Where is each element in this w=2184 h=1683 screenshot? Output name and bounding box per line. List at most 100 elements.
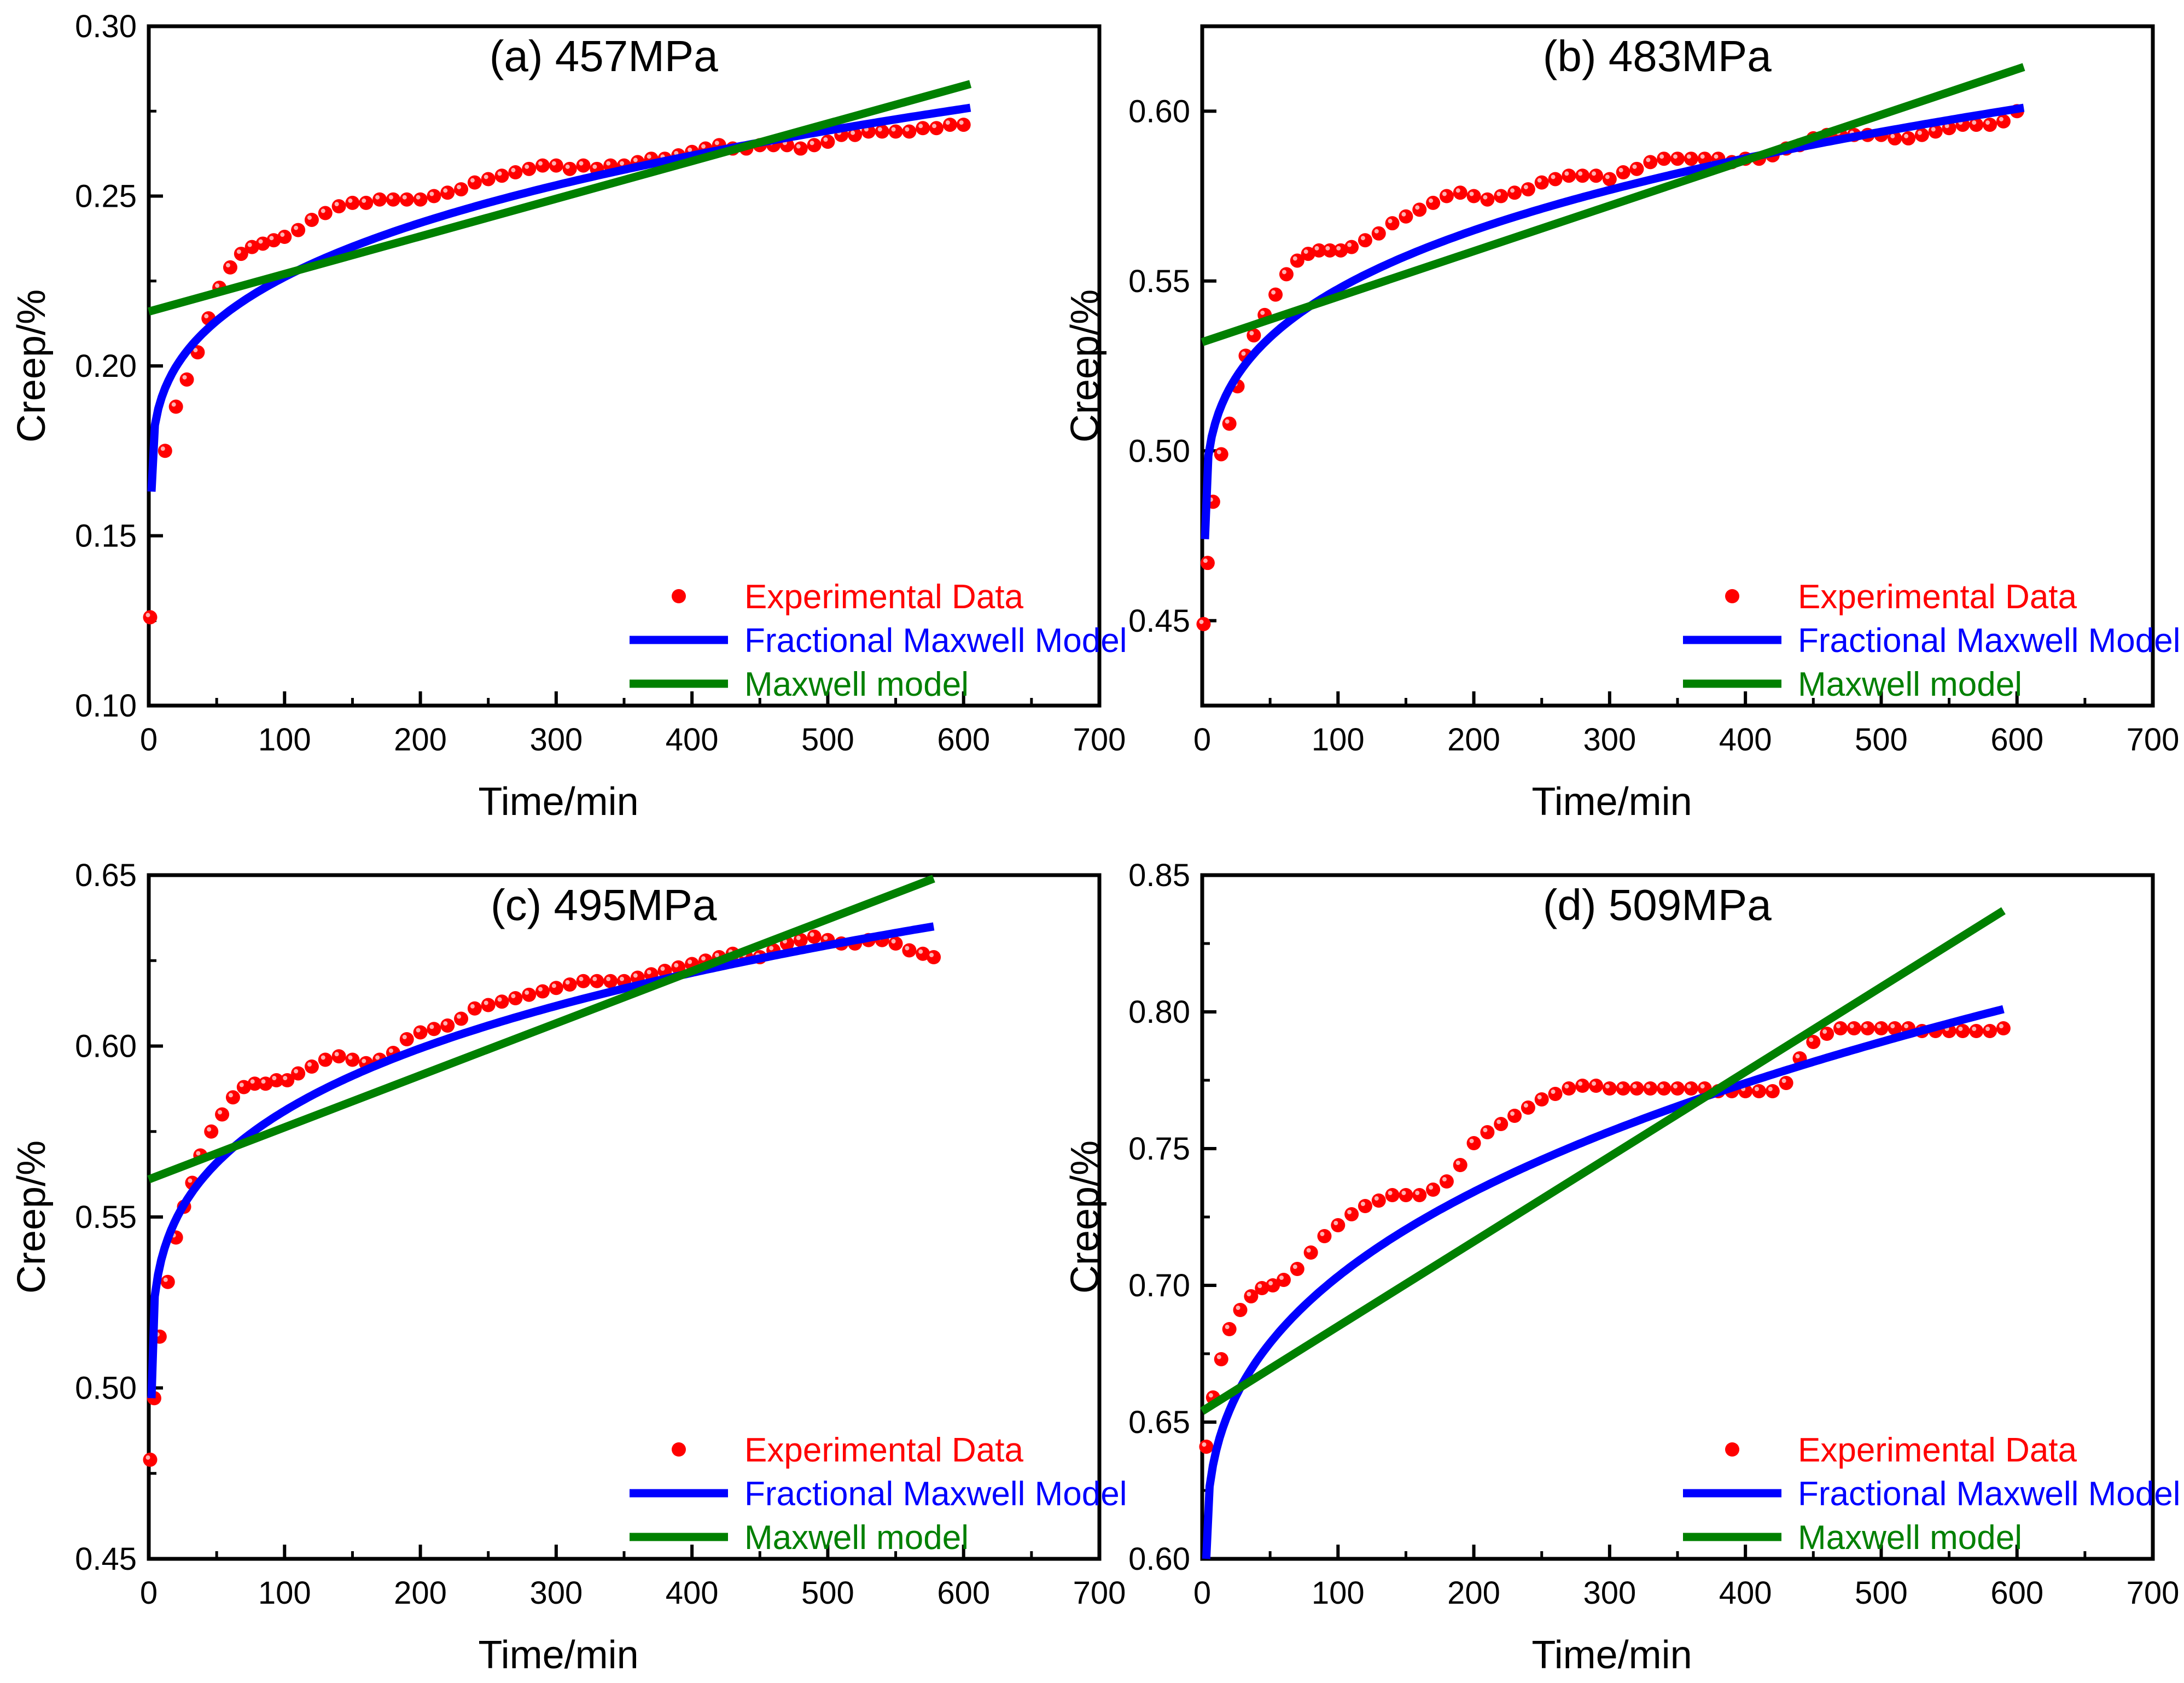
experimental-point-highlight xyxy=(1632,1084,1637,1088)
experimental-point xyxy=(372,192,387,207)
experimental-point-highlight xyxy=(1605,1084,1610,1088)
y-tick-label: 0.60 xyxy=(1128,94,1190,129)
experimental-point xyxy=(1344,240,1359,254)
experimental-point-highlight xyxy=(1877,1024,1882,1028)
experimental-point-highlight xyxy=(388,195,393,200)
experimental-point-highlight xyxy=(1822,1029,1827,1034)
experimental-point-highlight xyxy=(1972,1027,1977,1031)
experimental-point-highlight xyxy=(1241,351,1246,356)
experimental-point-highlight xyxy=(1985,1027,1990,1031)
experimental-point-highlight xyxy=(1374,229,1379,234)
experimental-point xyxy=(215,1107,230,1122)
experimental-point-highlight xyxy=(188,1178,193,1183)
experimental-point-highlight xyxy=(1279,1276,1284,1280)
legend: Experimental Data Fractional Maxwell Mode… xyxy=(1683,578,2180,703)
x-tick-label: 200 xyxy=(1447,1575,1500,1611)
maxwell-model-line xyxy=(1200,907,2006,1415)
experimental-point-highlight xyxy=(1325,246,1330,251)
experimental-point xyxy=(386,192,400,207)
experimental-point xyxy=(1317,1229,1332,1243)
experimental-point-highlight xyxy=(1415,1191,1420,1195)
x-tick-label: 700 xyxy=(2127,1575,2180,1611)
experimental-point-highlight xyxy=(1931,127,1936,132)
experimental-point xyxy=(1371,1193,1386,1208)
experimental-point xyxy=(1575,1079,1590,1093)
experimental-point-highlight xyxy=(1306,1248,1311,1253)
y-tick-label: 0.85 xyxy=(1128,858,1190,893)
experimental-point-highlight xyxy=(484,174,488,179)
experimental-point xyxy=(440,185,455,200)
experimental-point xyxy=(1371,226,1386,241)
legend-fractional-label: Fractional Maxwell Model xyxy=(1798,622,2180,660)
experimental-point-highlight xyxy=(1673,154,1678,159)
experimental-point xyxy=(1426,1183,1441,1197)
experimental-point-highlight xyxy=(1292,256,1297,261)
experimental-point xyxy=(1983,1024,1997,1038)
experimental-point-highlight xyxy=(714,141,719,145)
experimental-point-highlight xyxy=(1592,1081,1597,1086)
legend-fractional-label: Fractional Maxwell Model xyxy=(744,1475,1127,1513)
experimental-point-highlight xyxy=(1260,310,1265,315)
experimental-point xyxy=(576,974,591,988)
experimental-point-highlight xyxy=(1836,1024,1841,1028)
legend-experimental-label: Experimental Data xyxy=(744,1431,1024,1469)
experimental-point-highlight xyxy=(1469,191,1474,196)
y-axis-title: Creep/% xyxy=(1063,289,1107,442)
x-tick-label: 200 xyxy=(394,722,447,758)
experimental-point-highlight xyxy=(470,1004,475,1009)
experimental-point xyxy=(1453,185,1467,200)
experimental-point-highlight xyxy=(294,225,299,230)
experimental-point-highlight xyxy=(579,976,584,981)
experimental-point-highlight xyxy=(207,1127,212,1132)
experimental-point-highlight xyxy=(171,402,176,407)
legend-experimental-marker xyxy=(1725,589,1739,603)
experimental-point-highlight xyxy=(1271,290,1276,295)
experimental-point xyxy=(603,974,618,988)
experimental-point-highlight xyxy=(250,1079,255,1084)
experimental-point-highlight xyxy=(809,932,814,937)
experimental-point xyxy=(1955,1024,1970,1038)
experimental-point-highlight xyxy=(918,949,923,954)
experimental-point-highlight xyxy=(375,1055,380,1060)
experimental-point-highlight xyxy=(1795,1054,1800,1058)
experimental-point xyxy=(1276,1273,1291,1287)
experimental-point xyxy=(1602,172,1617,187)
experimental-point xyxy=(413,192,428,207)
x-tick-label: 400 xyxy=(666,722,719,758)
experimental-point-highlight xyxy=(1781,1079,1786,1083)
experimental-point-highlight xyxy=(457,185,462,190)
experimental-point xyxy=(304,212,319,227)
experimental-point-highlight xyxy=(1890,133,1895,138)
experimental-point xyxy=(1983,118,1997,132)
experimental-point-highlight xyxy=(929,953,934,957)
experimental-point-highlight xyxy=(905,127,910,132)
experimental-point xyxy=(277,230,292,244)
experimental-point-highlight xyxy=(851,130,855,135)
experimental-point xyxy=(508,991,523,1005)
experimental-point-highlight xyxy=(334,202,339,207)
experimental-point-highlight xyxy=(606,976,611,981)
experimental-point-highlight xyxy=(1592,171,1597,176)
experimental-point-highlight xyxy=(1510,1111,1515,1116)
experimental-point xyxy=(875,124,889,139)
experimental-point-highlight xyxy=(283,1076,288,1080)
experimental-point xyxy=(413,1025,428,1040)
experimental-point-highlight xyxy=(1618,1084,1623,1088)
experimental-point-highlight xyxy=(1972,120,1977,125)
experimental-point-highlight xyxy=(145,613,150,618)
experimental-point-highlight xyxy=(538,987,543,992)
experimental-point-highlight xyxy=(1578,1081,1583,1086)
x-tick-label: 700 xyxy=(1073,722,1126,758)
y-tick-label: 0.80 xyxy=(1128,994,1190,1030)
y-tick-label: 0.55 xyxy=(75,1199,137,1235)
experimental-point-highlight xyxy=(551,983,556,988)
experimental-point-highlight xyxy=(280,232,285,237)
experimental-point xyxy=(399,192,414,207)
experimental-point-highlight xyxy=(1429,1185,1434,1190)
legend-experimental-label: Experimental Data xyxy=(1798,578,2077,616)
fractional-maxwell-curve xyxy=(1201,103,2025,540)
experimental-point-highlight xyxy=(1314,246,1319,251)
experimental-point-highlight xyxy=(538,161,543,166)
experimental-point xyxy=(549,981,563,995)
experimental-point xyxy=(1643,155,1658,170)
